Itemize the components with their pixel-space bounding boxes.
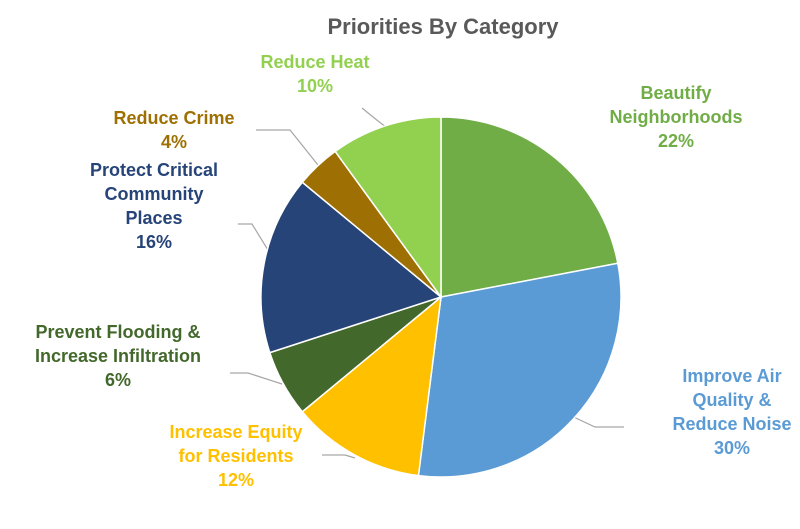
slice-percent: 12% — [218, 470, 254, 490]
slice-label-line: Protect Critical — [90, 160, 218, 180]
slice-label: Protect Critical Community Places 16% — [90, 160, 218, 252]
slice-label-line: Increase Infiltration — [35, 346, 201, 366]
slice-label-line: Increase Equity — [169, 422, 302, 442]
slice-label-line: Improve Air — [682, 366, 781, 386]
slice-label-line: Community — [105, 184, 204, 204]
slice-percent: 16% — [136, 232, 172, 252]
slice-percent: 6% — [105, 370, 131, 390]
leader-line — [322, 454, 356, 459]
slice-labels: Beautify Neighborhoods 22% Improve Air Quali… — [35, 52, 792, 490]
slice-label-line: for Residents — [178, 446, 293, 466]
slice-label: Increase Equity for Residents 12% — [169, 422, 302, 490]
leader-line — [230, 372, 283, 385]
slice-percent: 30% — [714, 438, 750, 458]
slice-label-line: Beautify — [640, 83, 711, 103]
slice-label: Improve Air Quality & Reduce Noise 30% — [672, 366, 791, 458]
pie-slice — [417, 262, 622, 478]
slice-label-line: Reduce Noise — [672, 414, 791, 434]
pie-slice — [260, 181, 443, 354]
pie-slices — [260, 116, 622, 478]
slice-percent: 22% — [658, 131, 694, 151]
slice-label-line: Places — [125, 208, 182, 228]
slice-percent: 4% — [161, 132, 187, 152]
slice-label: Beautify Neighborhoods 22% — [610, 83, 743, 151]
slice-percent: 10% — [297, 76, 333, 96]
pie-slice — [334, 116, 442, 300]
pie-slice — [440, 116, 619, 298]
slice-label: Prevent Flooding & Increase Infiltration 6… — [35, 322, 201, 390]
leader-line — [256, 129, 323, 171]
slice-label-line: Prevent Flooding & — [35, 322, 200, 342]
chart-title: Priorities By Category — [327, 14, 559, 39]
slice-label-line: Reduce Heat — [260, 52, 369, 72]
slice-label-line: Reduce Crime — [113, 108, 234, 128]
slice-label-line: Neighborhoods — [610, 107, 743, 127]
slice-label: Reduce Crime 4% — [113, 108, 234, 152]
slice-label: Reduce Heat 10% — [260, 52, 369, 96]
leader-line — [238, 223, 272, 256]
slice-label-line: Quality & — [692, 390, 771, 410]
pie-slice — [301, 295, 442, 477]
